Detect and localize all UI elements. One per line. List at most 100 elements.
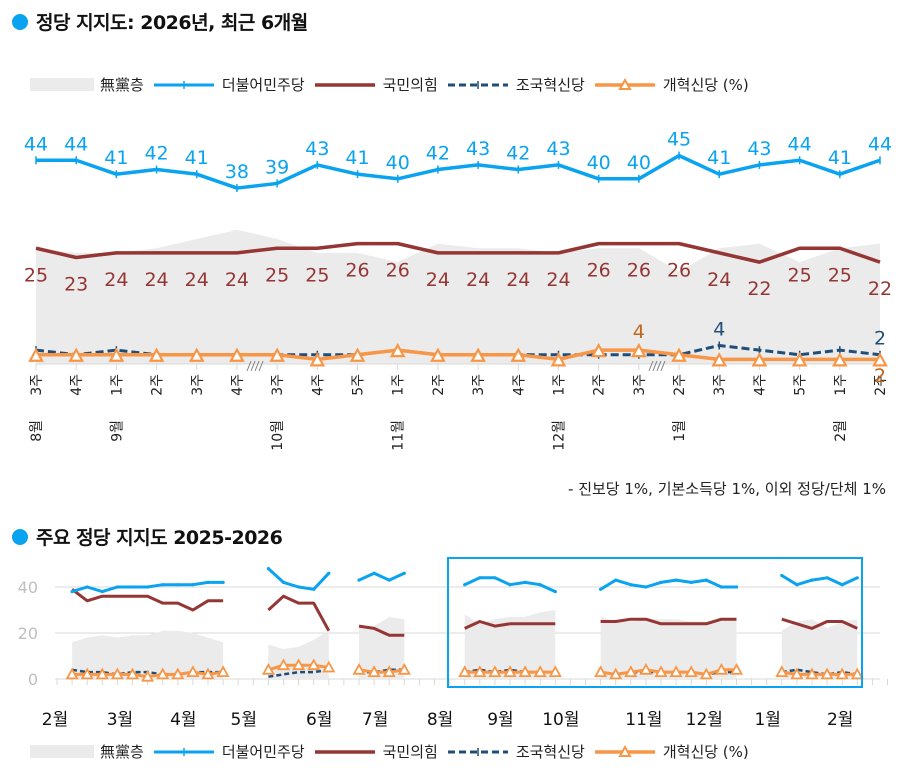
legend-item-reform: 개혁신당 (%) bbox=[593, 741, 749, 762]
axis-break-mark bbox=[652, 360, 658, 372]
ppp-data-label: 25 bbox=[828, 264, 852, 286]
legend-label-independent: 無黨층 bbox=[100, 743, 144, 761]
rebuilding-data-label: 2 bbox=[874, 328, 886, 350]
dp-data-label: 45 bbox=[667, 129, 691, 151]
dp-point bbox=[855, 576, 859, 580]
x-tick-label-week: 3주 bbox=[712, 374, 728, 396]
title-bullet-icon bbox=[12, 13, 28, 30]
reform-point bbox=[699, 667, 713, 680]
reform-point bbox=[631, 342, 647, 358]
x-tick-label-month: 10월 bbox=[270, 420, 286, 451]
ppp-data-label: 26 bbox=[386, 260, 410, 282]
reform-point bbox=[533, 665, 547, 678]
reform-point bbox=[594, 665, 608, 678]
dp-line bbox=[36, 153, 881, 190]
reform-point bbox=[292, 658, 306, 671]
axis-break-mark bbox=[254, 360, 260, 372]
reform-point bbox=[349, 347, 366, 362]
bottom-line-chart: 0 20 40 2월 3월 4월 5월 6월 7월 8월 9월 10월 11월 12월 1월 2월 bbox=[18, 567, 888, 730]
dp-data-label: 44 bbox=[24, 133, 48, 155]
title-bullet-icon bbox=[12, 528, 28, 545]
reform-point bbox=[68, 347, 85, 362]
x-tick-label-week: 1주 bbox=[833, 374, 849, 396]
reform-point bbox=[790, 667, 804, 680]
reform-point bbox=[188, 347, 205, 362]
ppp-data-label: 22 bbox=[747, 278, 771, 300]
dp-point bbox=[629, 583, 633, 587]
top-line-chart: 3주 4주 1주 2주 3주 4주 3주 4주 5주 1주 2주 3주 4주 1주 2주 3주 2주 3주 4주 5주… bbox=[24, 129, 892, 451]
dp-point bbox=[840, 583, 844, 587]
reform-point bbox=[831, 352, 848, 367]
reform-point bbox=[110, 667, 124, 680]
x-tick-label-week: 1주 bbox=[551, 374, 567, 396]
reform-point bbox=[322, 660, 336, 673]
x-tick-label-week: 5주 bbox=[793, 374, 809, 396]
footnote: - 진보당 1%, 기본소득당 1%, 이외 정당/단체 1% bbox=[568, 480, 886, 498]
dp-point bbox=[523, 580, 527, 584]
legend-item-rebuilding: 조국혁신당 bbox=[446, 741, 585, 762]
dp-point bbox=[357, 578, 361, 582]
reform-point bbox=[201, 667, 215, 680]
reform-data-label: 2 bbox=[874, 365, 886, 387]
dp-point bbox=[297, 585, 301, 589]
reform-point bbox=[711, 352, 728, 367]
dp-data-label: 40 bbox=[627, 152, 651, 174]
x-tick-label-month: 12월 bbox=[551, 420, 567, 451]
reform-point bbox=[276, 658, 291, 671]
reform-point bbox=[548, 665, 562, 678]
reform-point bbox=[108, 347, 125, 362]
legend-label-ppp: 국민의힘 bbox=[382, 76, 438, 94]
dp-data-label: 38 bbox=[225, 161, 249, 183]
x-tick-label-week: 3주 bbox=[190, 374, 206, 396]
ppp-line bbox=[35, 241, 881, 264]
dp-point bbox=[493, 576, 497, 580]
dp-point bbox=[810, 578, 814, 582]
dp-point bbox=[599, 587, 603, 591]
reform-point bbox=[669, 665, 683, 678]
dp-point bbox=[614, 578, 618, 582]
x-month-label: 2월 bbox=[827, 710, 853, 730]
reform-point bbox=[488, 665, 502, 678]
reform-point bbox=[684, 665, 698, 678]
bottom-legend: 無黨층 더불어민주당 국민의힘 조국혁신당 개혁신당 (%) bbox=[30, 741, 757, 762]
x-tick-label-week: 4주 bbox=[310, 374, 326, 396]
legend-label-reform: 개혁신당 (%) bbox=[662, 743, 749, 761]
dp-point bbox=[206, 580, 210, 584]
axis-break-mark bbox=[656, 360, 662, 372]
dp-point bbox=[719, 585, 724, 589]
reform-point bbox=[654, 665, 668, 678]
legend-item-dp: 더불어민주당 bbox=[152, 74, 305, 95]
x-tick-label-week: 3주 bbox=[29, 374, 45, 396]
dp-point bbox=[266, 567, 270, 571]
x-tick-label-week: 1주 bbox=[391, 374, 407, 396]
dp-point bbox=[372, 571, 376, 575]
reform-point bbox=[141, 669, 155, 682]
reform-line bbox=[358, 668, 405, 674]
dp-point bbox=[795, 583, 799, 587]
x-tick-label-week: 2주 bbox=[592, 374, 608, 396]
dp-point bbox=[387, 578, 391, 582]
independent-area bbox=[36, 229, 880, 364]
dp-data-label: 40 bbox=[386, 152, 410, 174]
reform-point bbox=[624, 665, 638, 678]
legend-label-independent: 無黨층 bbox=[100, 76, 144, 94]
reform-point bbox=[872, 352, 888, 367]
dp-line bbox=[781, 574, 858, 587]
ppp-data-label: 24 bbox=[426, 269, 450, 291]
dp-point bbox=[825, 576, 829, 580]
x-month-label: 9월 bbox=[487, 710, 513, 730]
legend-label-rebuilding: 조국혁신당 bbox=[515, 743, 585, 761]
reform-point bbox=[307, 658, 321, 671]
reform-point bbox=[309, 352, 326, 367]
reform-point bbox=[352, 662, 366, 675]
x-month-label: 10월 bbox=[542, 710, 579, 730]
y-tick-label: 40 bbox=[18, 578, 38, 597]
reform-point bbox=[216, 665, 230, 678]
x-month-label: 3월 bbox=[107, 710, 133, 730]
ppp-line bbox=[600, 617, 737, 626]
legend-item-dp: 더불어민주당 bbox=[152, 741, 305, 762]
x-tick-label-week: 5주 bbox=[351, 374, 367, 396]
reform-point bbox=[95, 667, 109, 680]
reform-point bbox=[590, 342, 607, 358]
reform-point bbox=[791, 352, 808, 367]
